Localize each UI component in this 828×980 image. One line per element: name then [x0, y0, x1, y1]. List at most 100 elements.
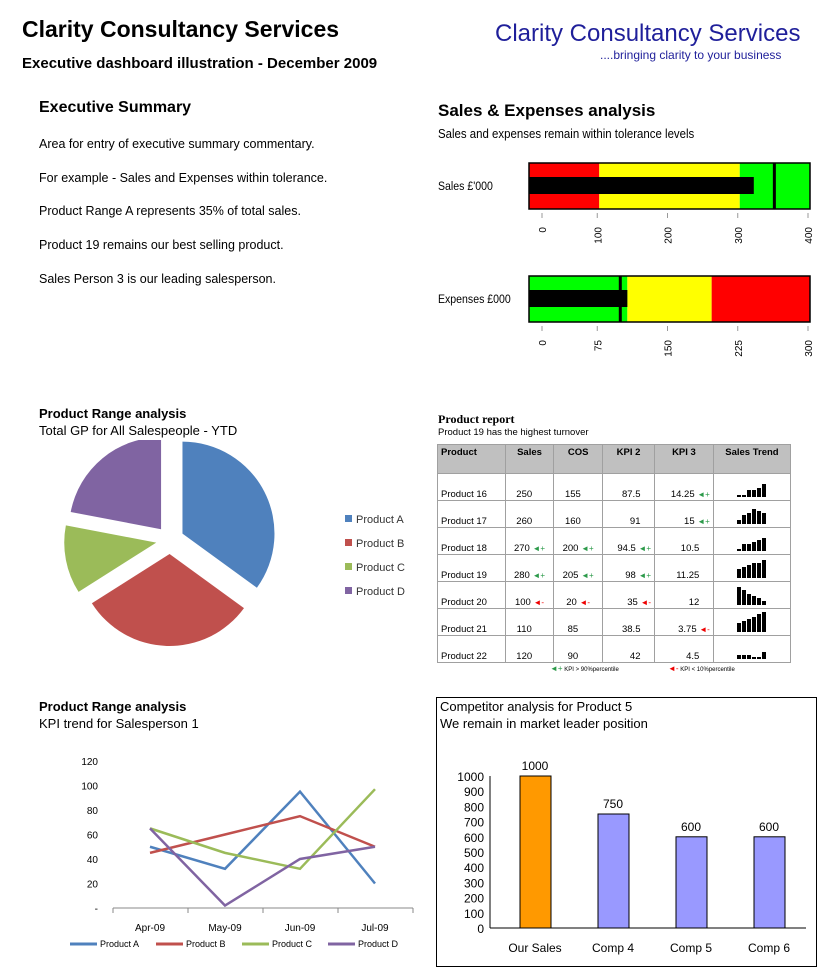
- bullet-frame: [528, 275, 811, 323]
- cell-value: 38.5: [621, 624, 641, 635]
- page-subtitle: Executive dashboard illustration - Decem…: [22, 55, 378, 72]
- column-header: Product: [437, 444, 506, 474]
- table-row: Product 18 270 ◄+ 200 ◄+ 94.5 ◄+ 10.5: [437, 527, 792, 555]
- x-tick-label: Comp 4: [592, 941, 634, 955]
- y-tick-label: 1000: [457, 770, 484, 784]
- sparkline-bar: [762, 537, 767, 551]
- cell-value: 110: [516, 624, 532, 635]
- pie-slice: [64, 525, 157, 592]
- column-header: Sales Trend: [712, 444, 792, 474]
- legend-label: Product D: [356, 586, 405, 598]
- table-cell: 35 ◄-: [601, 581, 656, 609]
- table-cell: 20 ◄-: [553, 581, 603, 609]
- line-heading: Product Range analysis: [39, 699, 187, 714]
- sparkline-bar: [737, 654, 742, 659]
- page-title: Clarity Consultancy Services: [22, 16, 340, 42]
- x-tick-label: Comp 5: [670, 941, 712, 955]
- table-cell: 200 ◄+: [553, 527, 603, 555]
- column-header: KPI 2: [601, 444, 656, 474]
- column-header: KPI 3: [654, 444, 714, 474]
- table-row: Product 19 280 ◄+ 205 ◄+ 98 ◄+ 11.25: [437, 554, 792, 582]
- sparkline-bar: [737, 587, 742, 605]
- bullet-range: [711, 276, 810, 322]
- y-tick-label: 120: [81, 757, 98, 768]
- product-name: Product 20: [437, 581, 506, 609]
- legend-bad: ◄- KPI < 10%percentile: [668, 664, 735, 673]
- sparkline-bar: [752, 542, 757, 551]
- y-tick-label: 60: [87, 831, 99, 842]
- data-label: 600: [681, 820, 701, 834]
- sparkline-bar: [747, 594, 752, 605]
- sales-trend-sparkline: [712, 527, 792, 555]
- table-row: Product 22 120 90 42 4.5: [437, 635, 792, 663]
- good-arrow-icon: ◄+: [638, 571, 652, 580]
- bullet-label: Sales £'000: [438, 180, 493, 193]
- sales-trend-sparkline: [712, 581, 792, 609]
- cell-value: 12: [688, 597, 700, 608]
- cell-value: 10.5: [680, 543, 700, 554]
- x-tick-label: Jul-09: [361, 923, 389, 934]
- table-row: Product 20 100 ◄- 20 ◄- 35 ◄- 12: [437, 581, 792, 609]
- bullet-value-bar: [529, 177, 754, 194]
- cell-value: 14.25: [670, 489, 695, 500]
- sparkline-bar: [747, 513, 752, 524]
- sparkline-bar: [742, 621, 747, 632]
- sparkline-bar: [742, 544, 747, 551]
- report-subheading: Product 19 has the highest turnover: [438, 427, 589, 438]
- good-arrow-icon: ◄+: [550, 664, 563, 673]
- sparkline-bar: [757, 656, 762, 659]
- cell-value: 20: [566, 597, 577, 608]
- bad-arrow-icon: ◄-: [533, 598, 545, 607]
- series-line: [149, 827, 376, 908]
- table-cell: 14.25 ◄+: [654, 473, 714, 501]
- sparkline-bar: [762, 513, 767, 524]
- good-arrow-icon: ◄+: [532, 544, 546, 553]
- table-cell: 250: [504, 473, 555, 501]
- table-cell: 11.25: [654, 554, 714, 582]
- bullet-tick-label: 100: [593, 227, 604, 244]
- legend-label: Product B: [186, 939, 226, 949]
- table-cell: 260: [504, 500, 555, 528]
- table-cell: 87.5: [601, 473, 656, 501]
- y-tick-label: 0: [477, 922, 484, 936]
- sales-trend-sparkline: [712, 608, 792, 636]
- pie-slice: [91, 553, 244, 646]
- logo-text: Clarity Consultancy Services: [495, 20, 801, 47]
- sparkline-bar: [757, 614, 762, 632]
- y-tick-label: 20: [87, 880, 99, 891]
- sparkline-bar: [762, 600, 767, 605]
- summary-line: Product Range A represents 35% of total …: [39, 204, 301, 219]
- sparkline-bar: [762, 652, 767, 659]
- legend-bad-label: KPI < 10%percentile: [680, 667, 735, 673]
- legend-label: Product D: [358, 939, 399, 949]
- bar: [597, 813, 630, 929]
- sparkline-bar: [742, 567, 747, 578]
- bullet-tick-label: 300: [804, 340, 815, 357]
- table-cell: 85: [553, 608, 603, 636]
- bullet-tick-label: 75: [593, 340, 604, 352]
- bar-heading: Competitor analysis for Product 5: [440, 699, 633, 714]
- table-cell: 10.5: [654, 527, 714, 555]
- pie-slice: [182, 441, 275, 588]
- column-header: Sales: [504, 444, 555, 474]
- sparkline-bar: [742, 515, 747, 524]
- bar-subheading: We remain in market leader position: [440, 716, 648, 731]
- y-tick-label: 80: [87, 806, 99, 817]
- legend-swatch: [345, 587, 352, 594]
- sparkline-bar: [752, 616, 757, 632]
- sparkline-bar: [752, 562, 757, 578]
- data-label: 750: [603, 797, 623, 811]
- table-cell: 38.5: [601, 608, 656, 636]
- column-header: COS: [553, 444, 603, 474]
- bullet-tick-label: 400: [804, 227, 815, 244]
- bullet-tick-label: 200: [664, 227, 675, 244]
- table-cell: 110: [504, 608, 555, 636]
- x-tick-label: Apr-09: [135, 923, 165, 934]
- table-cell: 160: [553, 500, 603, 528]
- good-arrow-icon: ◄+: [697, 490, 710, 499]
- bullet-charts: Sales £'000 0 100 200 300 400 Expenses £000 0 75…: [438, 162, 815, 357]
- legend-swatch: [345, 563, 352, 570]
- summary-line: Area for entry of executive summary comm…: [39, 137, 315, 151]
- good-arrow-icon: ◄+: [697, 517, 710, 526]
- cell-value: 42: [629, 651, 641, 662]
